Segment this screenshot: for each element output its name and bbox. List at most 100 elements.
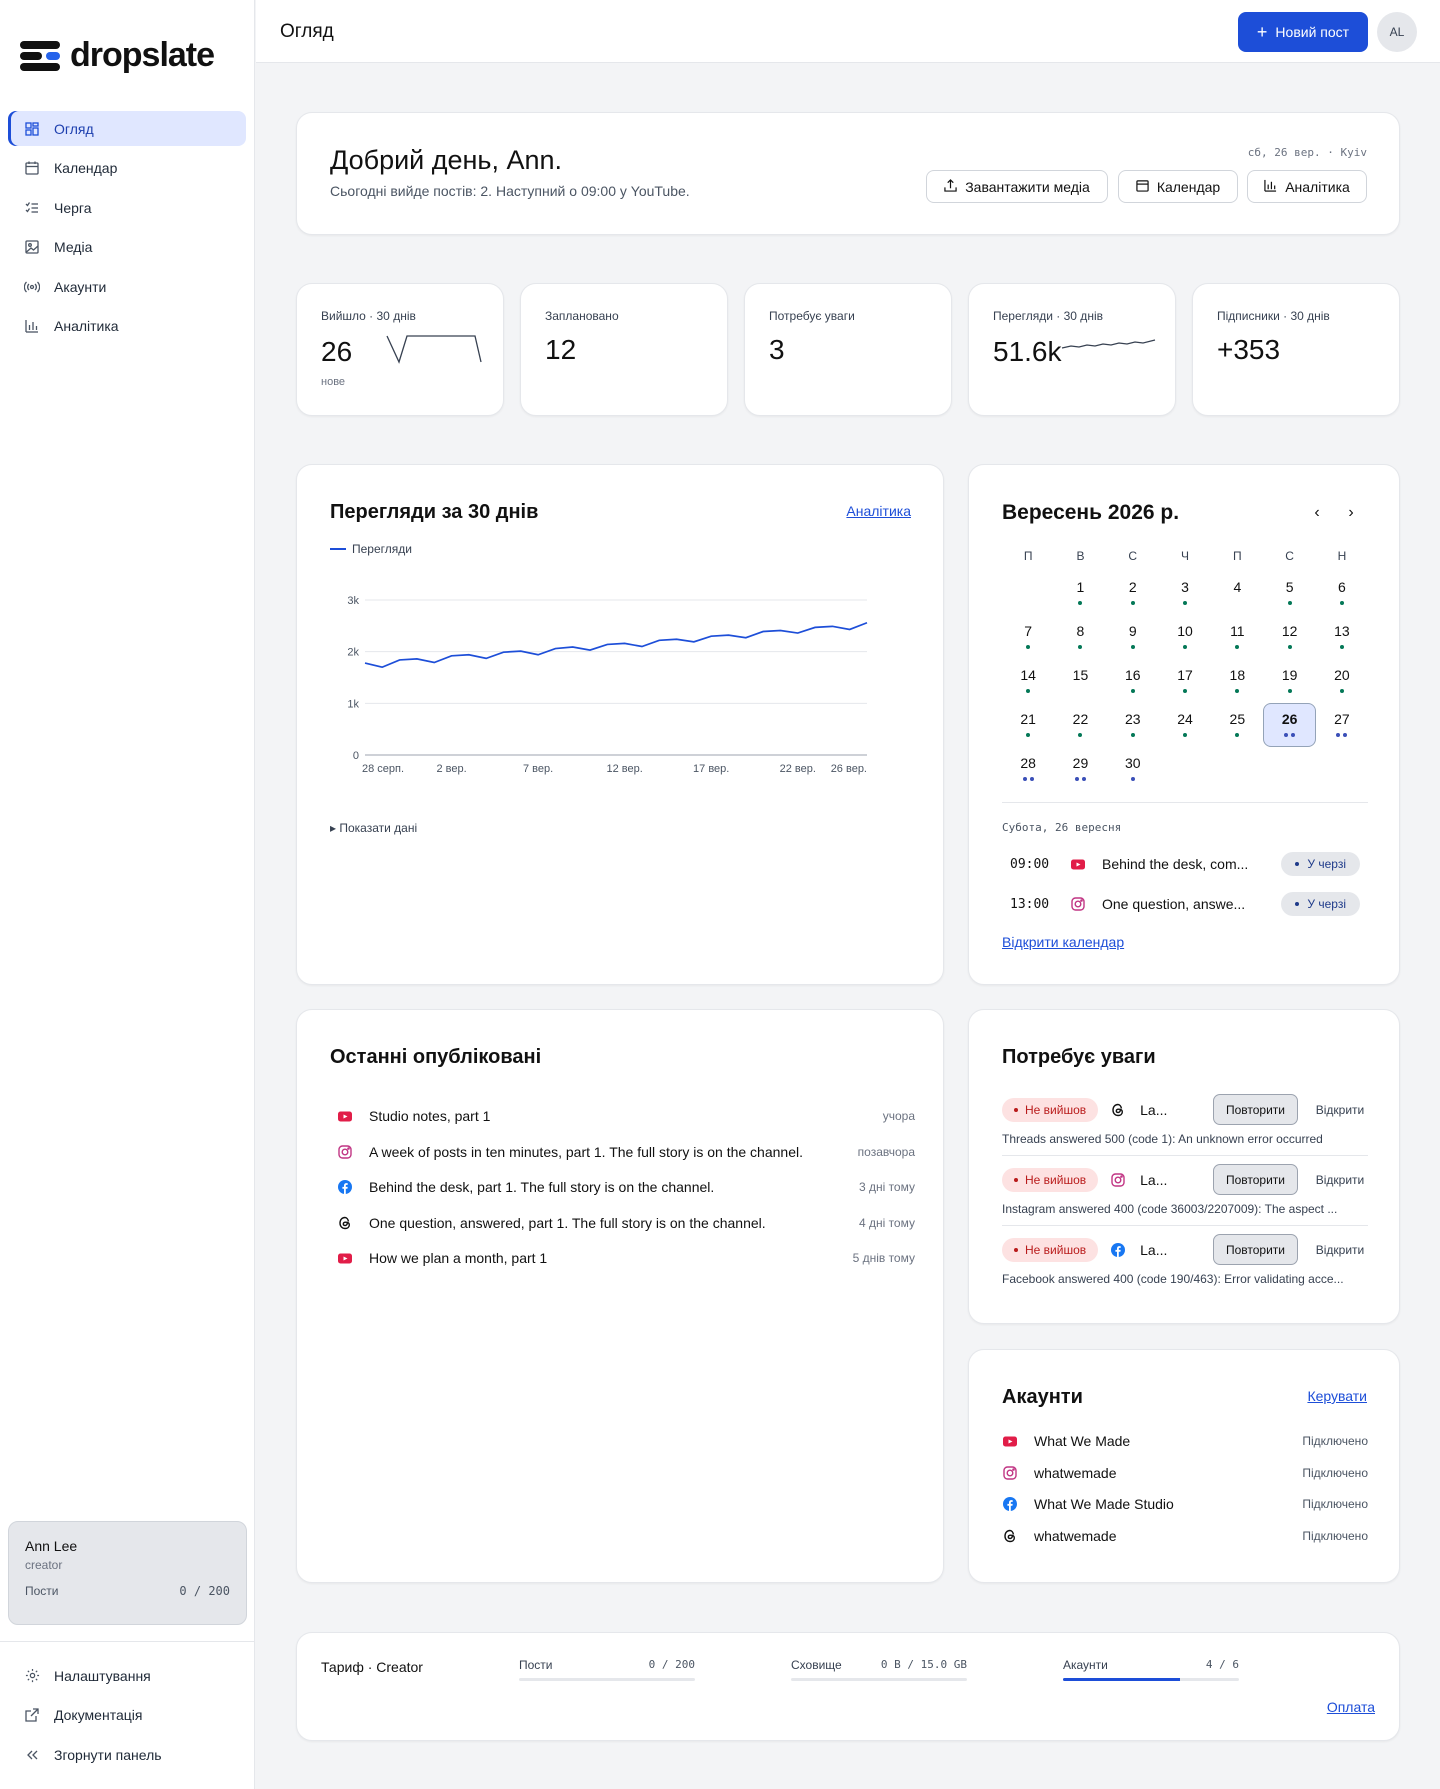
calendar-day[interactable]: 30	[1107, 747, 1159, 791]
calendar-day[interactable]: 25	[1211, 703, 1263, 747]
sidebar-item-settings[interactable]: Налаштування	[8, 1658, 247, 1693]
calendar-day[interactable]: 8	[1054, 615, 1106, 659]
account-row[interactable]: whatwemade Підключено	[1002, 1461, 1368, 1485]
calendar-day[interactable]: 12	[1263, 615, 1315, 659]
show-data-toggle[interactable]: ▸ Показати дані	[330, 821, 418, 835]
sidebar-item-label: Календар	[54, 160, 118, 176]
upload-media-button[interactable]: Завантажити медіа	[926, 170, 1108, 203]
sidebar-item-overview[interactable]: Огляд	[8, 111, 246, 146]
retry-button[interactable]: Повторити	[1213, 1094, 1298, 1125]
user-name: Ann Lee	[25, 1538, 78, 1554]
analytics-button[interactable]: Аналітика	[1247, 170, 1367, 203]
calendar-day[interactable]: 17	[1159, 659, 1211, 703]
failed-badge: Не вийшов	[1002, 1237, 1099, 1262]
calendar-day-today[interactable]: 26	[1263, 703, 1316, 747]
account-row[interactable]: What We Made Studio Підключено	[1002, 1492, 1368, 1516]
open-button[interactable]: Відкрити	[1312, 1173, 1368, 1187]
calendar-day[interactable]: 24	[1159, 703, 1211, 747]
post-dot	[1284, 733, 1289, 737]
open-calendar-link[interactable]: Відкрити календар	[1002, 934, 1125, 950]
recent-title: Останні опубліковані	[330, 1046, 542, 1068]
account-status: Підключено	[1302, 1465, 1368, 1480]
manage-accounts-link[interactable]: Керувати	[1307, 1388, 1367, 1404]
user-card[interactable]: Ann Lee creator Пости 0 / 200	[8, 1521, 247, 1625]
stat-card-published[interactable]: Вийшло · 30 днів 26 нове	[296, 283, 504, 416]
sidebar-item-calendar[interactable]: Календар	[8, 151, 246, 186]
post-dots	[1284, 733, 1296, 739]
calendar-day[interactable]: 18	[1211, 659, 1263, 703]
calendar-day[interactable]: 28	[1002, 747, 1054, 791]
calendar-day[interactable]: 6	[1316, 571, 1368, 615]
list-item[interactable]: Behind the desk, part 1. The full story …	[337, 1176, 915, 1198]
open-button[interactable]: Відкрити	[1312, 1103, 1368, 1117]
sidebar-item-queue[interactable]: Черга	[8, 190, 246, 225]
retry-button[interactable]: Повторити	[1213, 1164, 1298, 1195]
avatar[interactable]: AL	[1377, 12, 1417, 52]
billing-link[interactable]: Оплата	[1326, 1699, 1375, 1715]
sidebar-item-analytics[interactable]: Аналітика	[8, 309, 246, 344]
stat-card-attention[interactable]: Потребує уваги 3	[744, 283, 952, 416]
calendar-day[interactable]: 7	[1002, 615, 1054, 659]
calendar-day[interactable]: 22	[1054, 703, 1106, 747]
post-time: 4 дні тому	[858, 1215, 915, 1230]
calendar-icon	[1136, 179, 1149, 195]
attention-item: Не вийшов La... Повторити Відкрити Faceb…	[1002, 1233, 1368, 1286]
post-title: Behind the desk, part 1. The full story …	[369, 1179, 715, 1195]
recent-published-card: Останні опубліковані Studio notes, part …	[296, 1009, 944, 1583]
calendar-day[interactable]: 10	[1159, 615, 1211, 659]
list-item[interactable]: A week of posts in ten minutes, part 1. …	[337, 1141, 915, 1163]
sparkline-published	[386, 335, 482, 364]
list-item[interactable]: Studio notes, part 1 учора	[337, 1105, 915, 1127]
scheduled-title: One question, answe...	[1102, 896, 1246, 912]
calendar-day[interactable]: 19	[1263, 659, 1315, 703]
account-status: Підключено	[1302, 1497, 1368, 1511]
day-number: 22	[1072, 711, 1089, 727]
calendar-day[interactable]: 3	[1159, 571, 1211, 615]
day-number: 27	[1334, 711, 1350, 727]
calendar-day[interactable]: 20	[1316, 659, 1368, 703]
post-dots	[1287, 601, 1292, 607]
user-role: creator	[25, 1558, 63, 1572]
calendar-day[interactable]: 29	[1054, 747, 1106, 791]
calendar-day[interactable]: 16	[1107, 659, 1159, 703]
list-item[interactable]: How we plan a month, part 1 5 днів тому	[337, 1247, 915, 1269]
open-button[interactable]: Відкрити	[1312, 1243, 1368, 1257]
calendar-day[interactable]: 23	[1107, 703, 1159, 747]
calendar-day[interactable]: 9	[1107, 615, 1159, 659]
account-row[interactable]: What We Made Підключено	[1002, 1429, 1368, 1453]
calendar-day[interactable]: 1	[1054, 571, 1106, 615]
day-number: 28	[1020, 755, 1036, 771]
sidebar-item-docs[interactable]: Документація	[8, 1698, 247, 1733]
calendar-button[interactable]: Календар	[1118, 170, 1238, 203]
chevron-right-icon[interactable]: ›	[1348, 504, 1354, 521]
stat-card-scheduled[interactable]: Заплановано 12	[520, 283, 728, 416]
new-post-button[interactable]: + Новий пост	[1238, 12, 1368, 52]
calendar-day[interactable]: 13	[1316, 615, 1368, 659]
post-dot	[1235, 645, 1240, 649]
account-row[interactable]: whatwemade Підключено	[1002, 1524, 1368, 1548]
calendar-day[interactable]: 5	[1263, 571, 1315, 615]
list-item[interactable]: One question, answered, part 1. The full…	[337, 1212, 915, 1234]
calendar-day[interactable]: 14	[1002, 659, 1054, 703]
stat-card-followers[interactable]: Підписники · 30 днів +353	[1192, 283, 1400, 416]
sidebar-item-accounts[interactable]: Акаунти	[8, 269, 246, 304]
sidebar-item-media[interactable]: Медіа	[8, 230, 246, 265]
calendar-day[interactable]: 4	[1211, 571, 1263, 615]
stat-card-views[interactable]: Перегляди · 30 днів 51.6k	[968, 283, 1176, 416]
sidebar-item-collapse[interactable]: Згорнути панель	[8, 1737, 247, 1772]
day-number: 25	[1229, 711, 1246, 727]
weekday-label: Н	[1337, 549, 1347, 563]
calendar-day[interactable]: 11	[1211, 615, 1263, 659]
analytics-link[interactable]: Аналітика	[846, 503, 911, 519]
scheduled-item[interactable]: 13:00 One question, answe... У черзі	[1002, 891, 1368, 917]
retry-button[interactable]: Повторити	[1213, 1234, 1298, 1265]
calendar-day[interactable]: 21	[1002, 703, 1054, 747]
calendar-day[interactable]: 15	[1054, 659, 1106, 703]
post-dot	[1078, 601, 1083, 605]
brand-logo[interactable]: dropslate	[20, 36, 215, 75]
scheduled-item[interactable]: 09:00 Behind the desk, com... У черзі	[1002, 851, 1368, 877]
chevron-left-icon[interactable]: ‹	[1314, 504, 1320, 521]
calendar-day[interactable]: 27	[1316, 703, 1368, 747]
user-posts-value: 0 / 200	[179, 1584, 230, 1598]
calendar-day[interactable]: 2	[1107, 571, 1159, 615]
